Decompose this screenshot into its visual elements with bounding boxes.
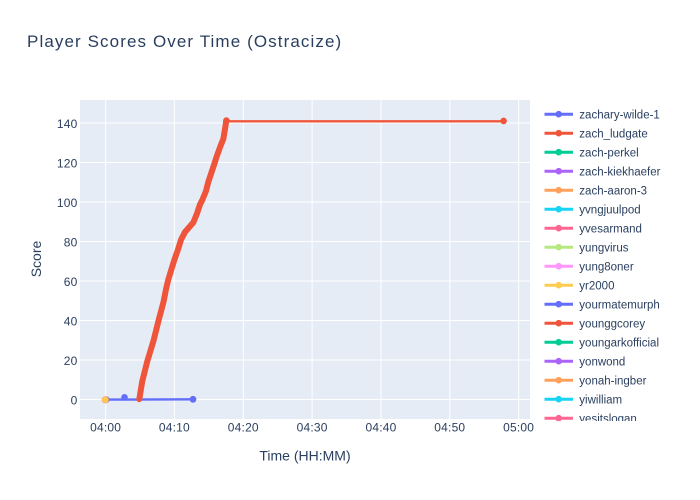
svg-text:youngarkofficial: youngarkofficial: [579, 337, 659, 349]
svg-text:yourmatemurph: yourmatemurph: [579, 299, 660, 311]
svg-text:yonah-ingber: yonah-ingber: [579, 375, 646, 387]
svg-text:40: 40: [64, 315, 78, 329]
svg-text:100: 100: [57, 196, 78, 210]
svg-text:04:20: 04:20: [228, 421, 259, 435]
svg-text:yungvirus: yungvirus: [579, 242, 628, 254]
svg-text:04:50: 04:50: [434, 421, 465, 435]
svg-text:zach-kiekhaefer: zach-kiekhaefer: [579, 166, 660, 178]
svg-text:04:30: 04:30: [297, 421, 328, 435]
svg-text:yiwilliam: yiwilliam: [579, 394, 622, 406]
svg-text:yr2000: yr2000: [579, 280, 614, 292]
svg-text:20: 20: [64, 354, 78, 368]
svg-text:zachary-wilde-1: zachary-wilde-1: [579, 109, 660, 121]
svg-text:yvesarmand: yvesarmand: [579, 223, 642, 235]
svg-text:zach-perkel: zach-perkel: [579, 147, 638, 159]
svg-text:120: 120: [57, 157, 78, 171]
svg-text:Player Scores Over Time (Ostra: Player Scores Over Time (Ostracize): [27, 32, 342, 51]
svg-text:Time (HH:MM): Time (HH:MM): [259, 448, 350, 464]
svg-text:80: 80: [64, 236, 78, 250]
svg-text:Score: Score: [28, 241, 44, 278]
svg-text:zach_ludgate: zach_ludgate: [579, 128, 647, 140]
svg-text:0: 0: [71, 394, 78, 408]
svg-text:yvngjuulpod: yvngjuulpod: [579, 204, 640, 216]
svg-text:younggcorey: younggcorey: [579, 318, 645, 330]
svg-text:04:10: 04:10: [159, 421, 190, 435]
svg-text:zach-aaron-3: zach-aaron-3: [579, 185, 647, 197]
svg-text:04:00: 04:00: [90, 421, 121, 435]
svg-text:04:40: 04:40: [365, 421, 396, 435]
svg-text:60: 60: [64, 275, 78, 289]
svg-text:yonwond: yonwond: [579, 356, 625, 368]
svg-text:140: 140: [57, 117, 78, 131]
svg-text:yesitslogan: yesitslogan: [579, 413, 637, 425]
svg-text:yung8oner: yung8oner: [579, 261, 634, 273]
svg-text:05:00: 05:00: [503, 421, 534, 435]
